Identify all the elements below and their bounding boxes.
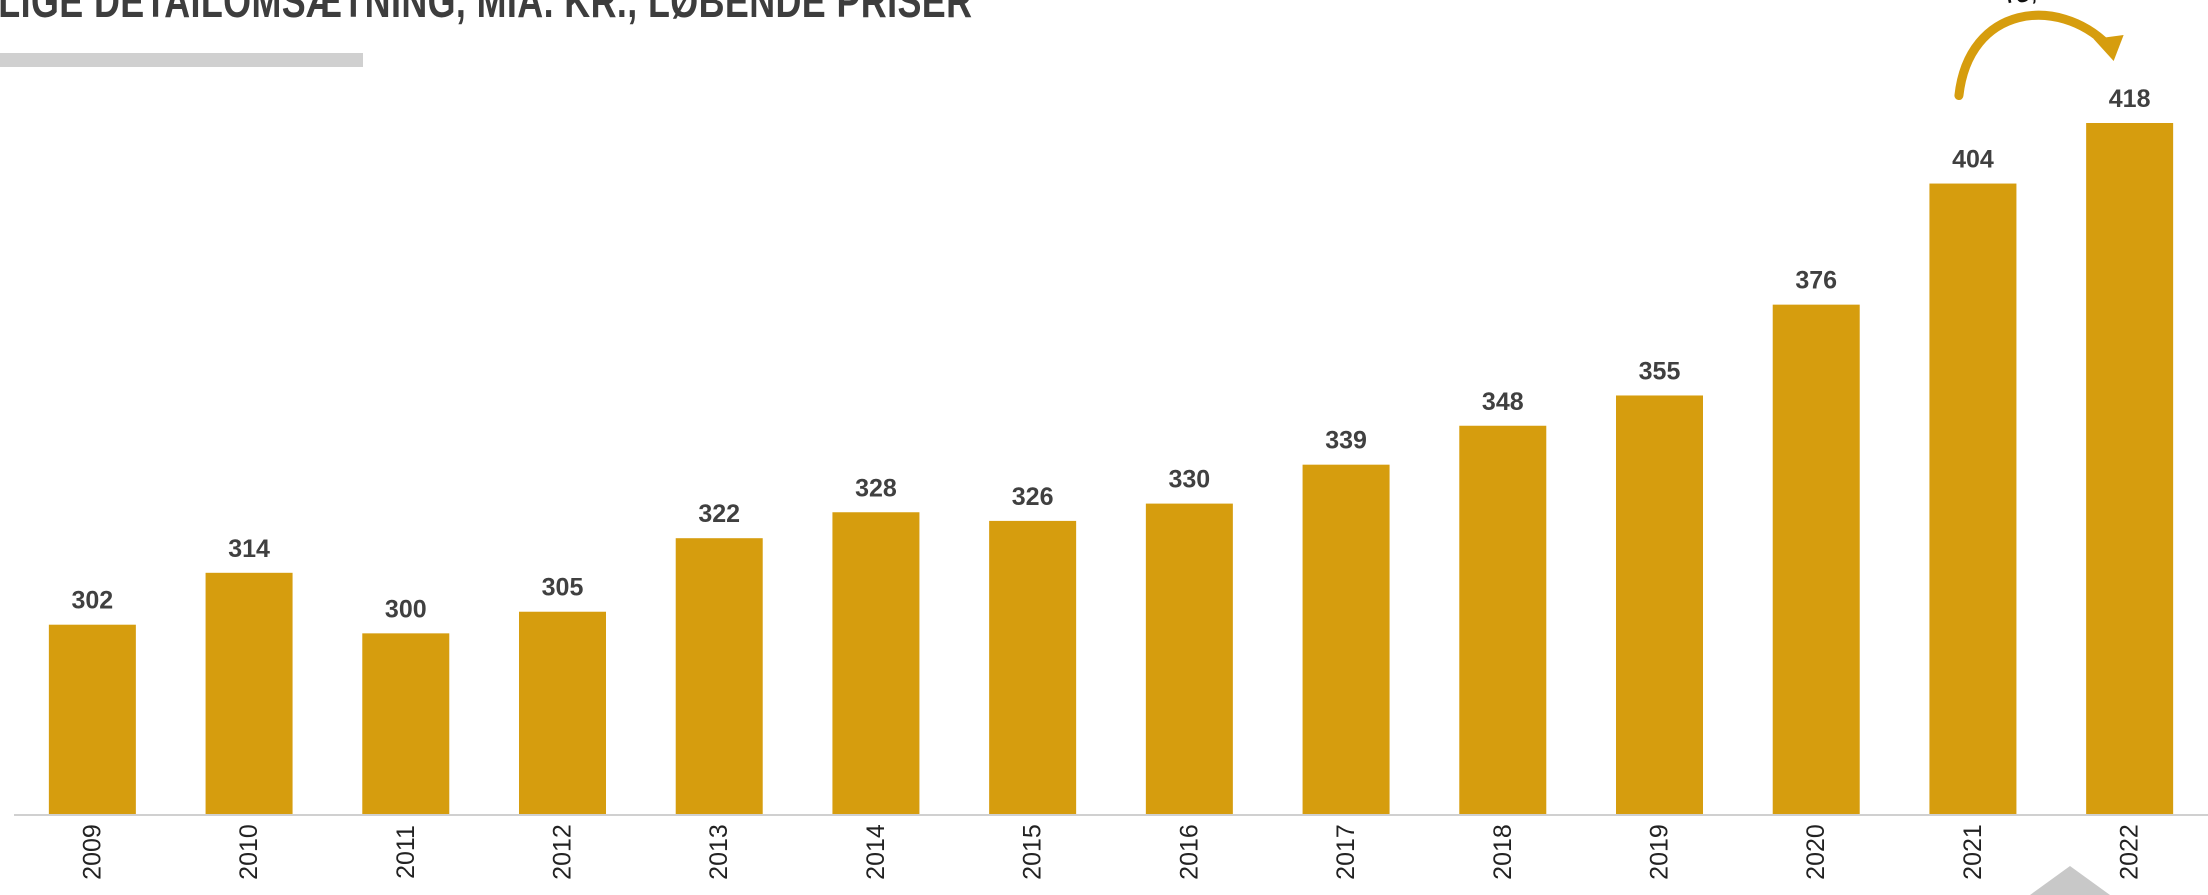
value-label-2011: 300 [385,595,427,623]
arrowhead-icon [2093,35,2124,61]
x-tick-label-2022: 2022 [2116,824,2144,880]
value-label-2021: 404 [1952,146,1994,174]
bars-layer [48,123,2174,816]
bar-2011 [362,633,450,815]
bar-2018 [1459,425,1547,815]
x-tick-label-2016: 2016 [1175,824,1203,880]
x-tick-label-2019: 2019 [1646,824,1674,880]
x-tick-label-2013: 2013 [705,824,733,880]
x-tick-label-2015: 2015 [1019,824,1047,880]
value-label-2009: 302 [71,587,113,615]
x-tick-label-2018: 2018 [1489,824,1517,880]
bar-2009 [48,624,136,815]
curved-arrow-icon [1954,10,2113,101]
growth-annotation: +3,5% [1954,0,2124,101]
bar-2021 [1929,183,2017,816]
chart-title: RLIGE DETAILOMSÆTNING, MIA. KR., LØBENDE… [0,0,973,27]
bar-2012 [519,611,606,815]
bar-2014 [832,512,920,815]
bar-2015 [989,520,1077,815]
corner-marker-shape [2030,866,2110,895]
value-label-2018: 348 [1482,388,1524,416]
growth-label: +3,5% [1999,0,2072,12]
title-underline [0,53,363,67]
x-tick-label-2010: 2010 [235,824,263,880]
value-label-2014: 328 [855,474,897,502]
x-tick-label-2011: 2011 [392,825,420,879]
x-tick-label-2012: 2012 [549,824,577,880]
bar-2020 [1772,304,1860,815]
value-label-2022: 418 [2109,85,2151,113]
x-tick-labels-layer: 2009 2010 2011 2012 2013 2014 2015 2016 2017 2018… [78,824,2143,880]
bar-2019 [1616,395,1703,815]
value-label-2017: 339 [1325,427,1367,455]
value-label-2012: 305 [542,574,584,602]
bar-2022 [2086,123,2174,815]
x-tick-label-2020: 2020 [1802,824,1830,880]
x-tick-label-2021: 2021 [1959,824,1987,880]
value-label-2020: 376 [1795,267,1837,295]
value-label-2010: 314 [228,535,270,563]
bar-2017 [1302,464,1390,815]
x-tick-label-2014: 2014 [862,824,890,880]
x-tick-label-2009: 2009 [78,824,106,880]
value-labels-layer: 302 314 300 305 322 328 326 330 339 348 355 376 404 4… [71,85,2150,623]
value-label-2013: 322 [698,500,740,528]
value-label-2016: 330 [1168,466,1210,494]
x-tick-label-2017: 2017 [1332,824,1360,880]
value-label-2015: 326 [1012,483,1054,511]
bar-2013 [675,538,763,815]
bar-2016 [1145,503,1233,815]
bar-2010 [205,572,293,815]
value-label-2019: 355 [1639,357,1681,385]
